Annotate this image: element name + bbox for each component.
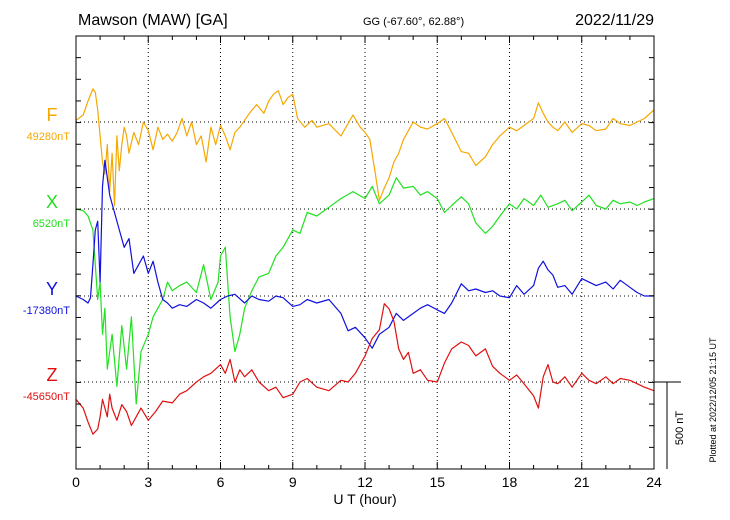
baseline-label-y: -17380nT [23,305,70,317]
series-line-z [75,303,655,435]
chart-date: 2022/11/29 [575,12,654,29]
x-tick-label: 6 [217,474,225,490]
x-tick-label: 9 [289,474,297,490]
baseline-label-z: -45650nT [23,391,70,403]
series-name-y: Y [46,279,58,299]
series-layer [75,88,655,435]
chart-grid [76,36,654,469]
scale-bar: 500 nT [654,381,686,469]
series-name-f: F [47,105,58,125]
series-line-y [75,159,654,349]
x-tick-label: 18 [502,474,518,490]
series-line-f [75,88,655,207]
station-coords: GG (-67.60°, 62.88°) [363,16,464,28]
scale-label: 500 nT [674,411,686,446]
x-tick-label: 0 [72,474,80,490]
series-labels: F 49280nT X 6520nT Y -17380nT Z -45650nT [23,105,70,403]
x-tick-label: 12 [357,474,373,490]
x-tick-label: 3 [144,474,152,490]
x-tick-label: 24 [646,474,662,490]
x-axis-label: U T (hour) [333,491,396,507]
series-name-x: X [46,192,58,212]
baseline-label-f: 49280nT [27,131,71,143]
series-line-x [75,177,655,405]
station-title: Mawson (MAW) [GA] [78,12,228,29]
plotted-note: Plotted at 2022/12/05 21:15 UT [708,337,718,463]
x-tick-label: 21 [574,474,590,490]
series-name-z: Z [47,365,58,385]
x-tick-label: 15 [429,474,445,490]
x-axis-ticks: 0 3 6 9 12 15 18 21 24 [72,35,662,490]
baseline-label-x: 6520nT [33,218,71,230]
